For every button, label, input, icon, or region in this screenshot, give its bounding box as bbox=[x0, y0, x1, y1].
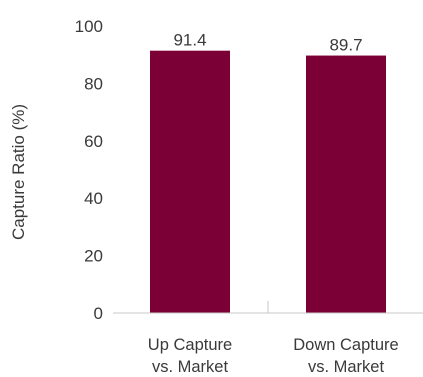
x-category-label: Down Capture bbox=[293, 336, 398, 354]
y-tick-label: 80 bbox=[84, 74, 103, 93]
bars: 91.4 89.7 bbox=[150, 31, 386, 313]
y-tick-label: 60 bbox=[84, 132, 103, 151]
bar bbox=[306, 55, 386, 313]
y-tick-label: 40 bbox=[84, 189, 103, 208]
y-tick-label: 100 bbox=[75, 17, 103, 36]
y-tick-label: 20 bbox=[84, 247, 103, 266]
x-category-label: Up Capture bbox=[148, 336, 232, 354]
x-category-label: vs. Market bbox=[152, 358, 229, 376]
y-axis-ticks: 0 20 40 60 80 100 bbox=[75, 17, 103, 323]
bar-value-label: 91.4 bbox=[173, 31, 206, 50]
x-axis-labels: Up Capture vs. Market Down Capture vs. Mark… bbox=[148, 336, 399, 376]
x-category-label: vs. Market bbox=[308, 358, 385, 376]
y-tick-label: 0 bbox=[94, 304, 103, 323]
bar bbox=[150, 50, 230, 313]
y-axis-title: Capture Ratio (%) bbox=[9, 104, 28, 240]
bar-value-label: 89.7 bbox=[329, 36, 362, 55]
